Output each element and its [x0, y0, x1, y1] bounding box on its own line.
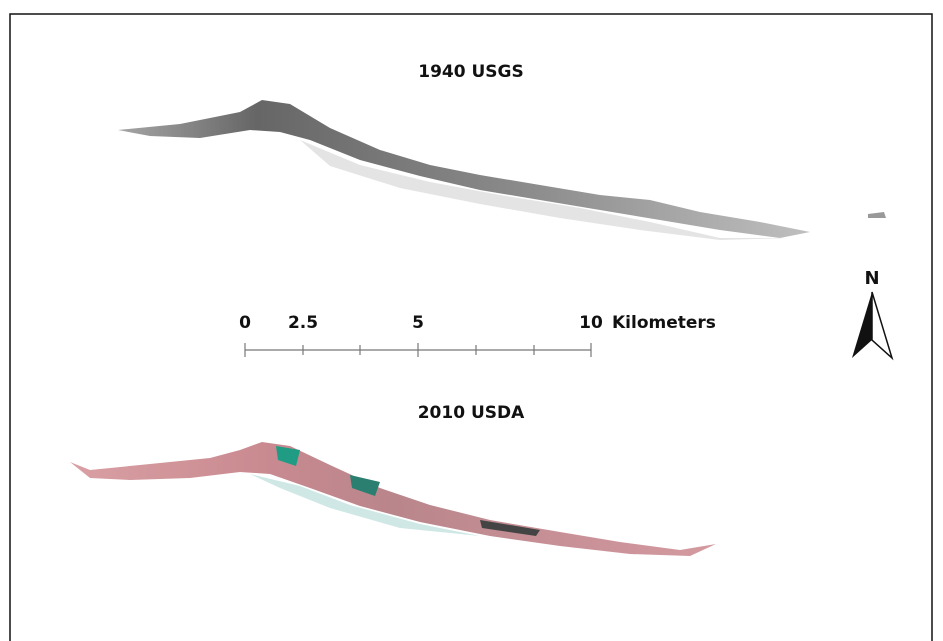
scale-units: Kilometers [612, 313, 716, 333]
terrain-2010 [70, 442, 716, 556]
map-figure: 1940 USGS 0 2.5 5 10 Kilometers N 2010 U… [0, 0, 943, 641]
scale-label: 10 [579, 313, 603, 333]
panel-title: 2010 USDA [418, 403, 525, 423]
frame [10, 14, 932, 641]
scale-label: 5 [412, 313, 424, 333]
north-label: N [864, 268, 879, 289]
scale-bar [245, 343, 591, 357]
north-arrow [852, 292, 892, 358]
terrain-1940 [118, 100, 886, 240]
panel-title: 1940 USGS [418, 62, 523, 82]
scale-label: 0 [239, 313, 251, 333]
scale-label: 2.5 [288, 313, 318, 333]
